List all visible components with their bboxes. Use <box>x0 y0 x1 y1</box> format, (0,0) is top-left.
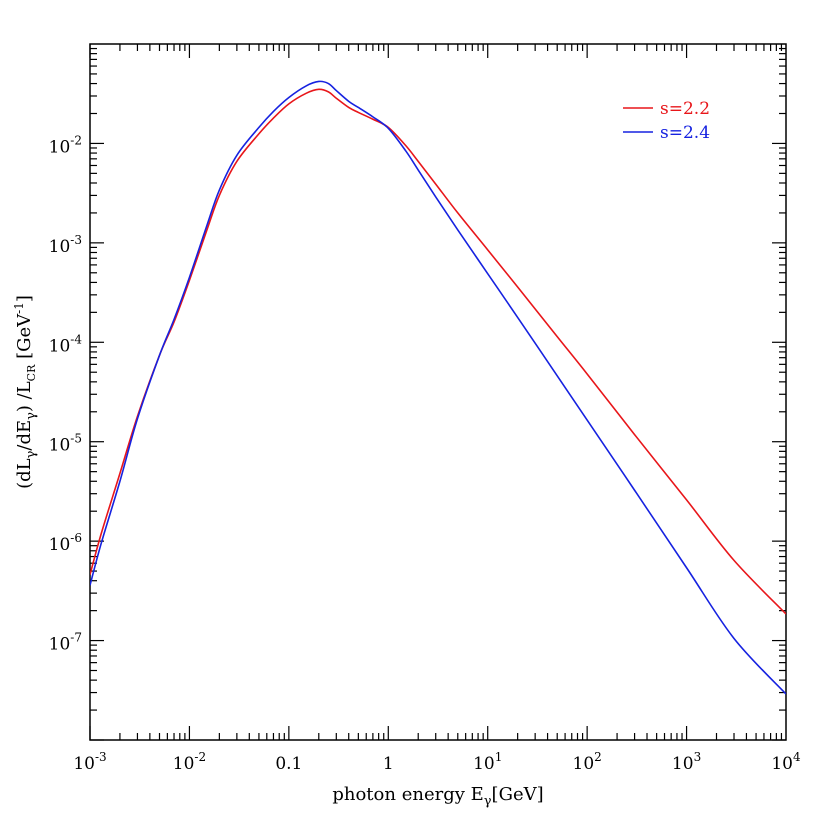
x-tick-label-7: 104 <box>771 750 801 774</box>
x-tick-label-4: 101 <box>473 750 502 774</box>
y-tick-label-1: 10-6 <box>49 531 82 555</box>
legend-label-0: s=2.2 <box>660 99 710 119</box>
legend: s=2.2 s=2.4 <box>623 99 710 143</box>
y-tick-label-0: 10-7 <box>49 631 82 655</box>
x-axis-title: photon energy Eγ[GeV] <box>332 784 543 809</box>
series-line-1 <box>90 80 786 695</box>
y-tick-label-4: 10-3 <box>49 233 82 257</box>
x-tick-label-0: 10-3 <box>73 750 106 774</box>
x-tick-label-6: 103 <box>672 750 701 774</box>
y-tick-label-3: 10-4 <box>49 332 83 356</box>
y-axis-title: (dLγ/dEγ) /LCR [GeV-1] <box>12 295 39 489</box>
legend-label-1: s=2.4 <box>660 123 710 143</box>
x-tick-label-1: 10-2 <box>173 750 206 774</box>
y-tick-label-2: 10-5 <box>49 432 82 456</box>
x-tick-label-2: 0.1 <box>275 754 302 774</box>
x-tick-label-3: 1 <box>383 754 394 774</box>
series-lines <box>90 80 786 695</box>
tick-labels: 10-3 10-2 0.1 1 101 102 103 104 10-7 10-6 10-5 10-4… <box>49 133 801 774</box>
plot-frame <box>89 43 787 741</box>
series-line-0 <box>90 88 786 615</box>
y-tick-label-5: 10-2 <box>49 133 82 157</box>
x-tick-label-5: 102 <box>573 750 602 774</box>
axis-ticks <box>89 44 786 741</box>
